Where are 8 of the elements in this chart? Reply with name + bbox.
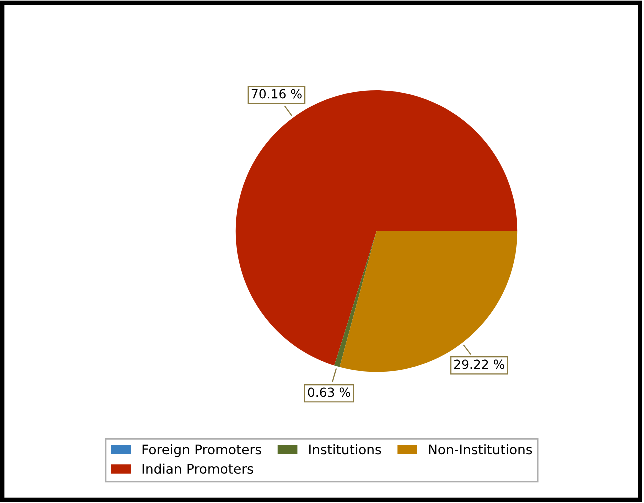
data-label: 0.63 % [308,388,350,398]
legend-label: Institutions [310,444,382,455]
data-label: 29.22 % [454,360,505,370]
pie-slice [340,231,518,372]
legend-label: Indian Promoters [142,464,254,474]
data-label: 70.16 % [252,89,302,99]
legend-label: Non-Institutions [429,444,532,455]
legend-label: Foreign Promoters [142,444,262,458]
